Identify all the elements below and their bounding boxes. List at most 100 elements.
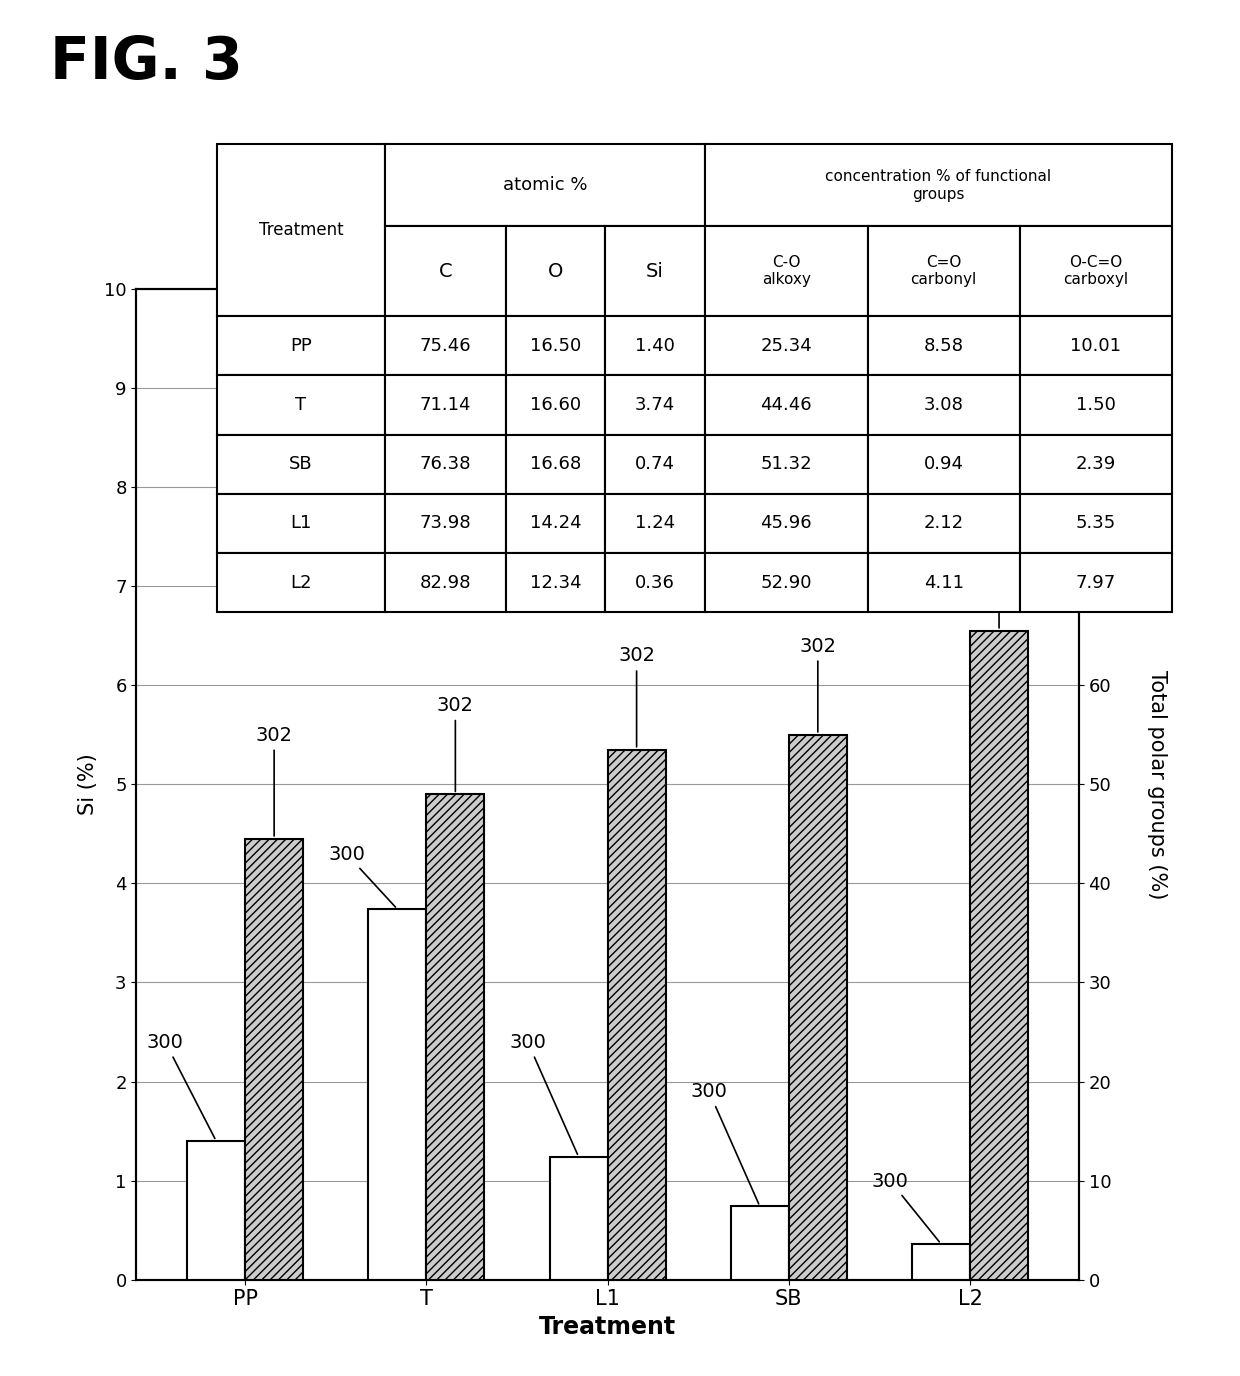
Bar bbox=[384, 316, 506, 376]
Text: 300: 300 bbox=[872, 1171, 940, 1243]
Y-axis label: Total polar groups (%): Total polar groups (%) bbox=[1147, 670, 1167, 899]
Bar bbox=[368, 910, 427, 1280]
Text: 45.96: 45.96 bbox=[760, 515, 812, 533]
Bar bbox=[384, 226, 506, 316]
Text: 302: 302 bbox=[618, 647, 655, 747]
Bar bbox=[506, 553, 605, 612]
Bar bbox=[427, 794, 485, 1280]
Text: 5.35: 5.35 bbox=[1075, 515, 1116, 533]
Text: 0.94: 0.94 bbox=[924, 455, 963, 473]
Bar bbox=[605, 435, 704, 494]
Text: C: C bbox=[439, 261, 453, 281]
Bar bbox=[868, 435, 1019, 494]
Bar bbox=[704, 553, 868, 612]
Bar bbox=[704, 494, 868, 553]
Bar bbox=[217, 553, 384, 612]
Bar bbox=[1019, 435, 1172, 494]
Bar bbox=[608, 750, 666, 1280]
Text: 302: 302 bbox=[255, 725, 293, 837]
Bar bbox=[384, 144, 704, 226]
Bar bbox=[217, 435, 384, 494]
Text: FIG. 3: FIG. 3 bbox=[50, 34, 242, 91]
Text: 2.12: 2.12 bbox=[924, 515, 963, 533]
Y-axis label: Si (%): Si (%) bbox=[78, 754, 98, 815]
Bar bbox=[704, 316, 868, 376]
Bar bbox=[384, 376, 506, 435]
Bar bbox=[217, 144, 384, 316]
Bar bbox=[506, 376, 605, 435]
Text: concentration % of functional
groups: concentration % of functional groups bbox=[826, 169, 1052, 201]
Bar bbox=[868, 226, 1019, 316]
Bar bbox=[246, 839, 303, 1280]
Bar bbox=[506, 316, 605, 376]
Bar bbox=[1019, 226, 1172, 316]
Text: 300: 300 bbox=[510, 1033, 578, 1154]
Bar bbox=[789, 735, 847, 1280]
Bar bbox=[704, 435, 868, 494]
Text: 2.39: 2.39 bbox=[1075, 455, 1116, 473]
Text: 0.74: 0.74 bbox=[635, 455, 675, 473]
Bar bbox=[913, 1244, 970, 1280]
Bar bbox=[605, 494, 704, 553]
Bar bbox=[605, 316, 704, 376]
Text: 76.38: 76.38 bbox=[419, 455, 471, 473]
Bar bbox=[384, 494, 506, 553]
Text: T: T bbox=[295, 396, 306, 414]
Bar bbox=[704, 226, 868, 316]
Text: 300: 300 bbox=[148, 1033, 215, 1138]
Text: 302: 302 bbox=[800, 637, 836, 732]
Text: C=O
carbonyl: C=O carbonyl bbox=[910, 255, 977, 288]
Text: 302: 302 bbox=[981, 548, 1018, 627]
Text: 75.46: 75.46 bbox=[419, 337, 471, 355]
Text: 10.01: 10.01 bbox=[1070, 337, 1121, 355]
Text: PP: PP bbox=[290, 337, 311, 355]
Text: 16.50: 16.50 bbox=[529, 337, 582, 355]
Text: Si: Si bbox=[646, 261, 663, 281]
Text: 4.11: 4.11 bbox=[924, 574, 963, 592]
Text: L2: L2 bbox=[290, 574, 311, 592]
Text: 7.97: 7.97 bbox=[1075, 574, 1116, 592]
Text: 0.36: 0.36 bbox=[635, 574, 675, 592]
Text: 25.34: 25.34 bbox=[760, 337, 812, 355]
Bar bbox=[1019, 553, 1172, 612]
Text: 300: 300 bbox=[691, 1083, 759, 1204]
Bar bbox=[605, 553, 704, 612]
Bar bbox=[605, 226, 704, 316]
Text: 300: 300 bbox=[329, 845, 396, 907]
Text: Treatment: Treatment bbox=[259, 222, 343, 239]
Text: 12.34: 12.34 bbox=[529, 574, 582, 592]
Text: SB: SB bbox=[289, 455, 312, 473]
Bar bbox=[704, 144, 1172, 226]
Text: 3.08: 3.08 bbox=[924, 396, 963, 414]
Bar bbox=[384, 553, 506, 612]
Text: 3.74: 3.74 bbox=[635, 396, 675, 414]
Bar bbox=[187, 1141, 246, 1280]
Text: 8.58: 8.58 bbox=[924, 337, 963, 355]
Bar bbox=[704, 376, 868, 435]
Bar bbox=[868, 316, 1019, 376]
Bar bbox=[868, 376, 1019, 435]
Text: L1: L1 bbox=[290, 515, 311, 533]
Text: 52.90: 52.90 bbox=[760, 574, 812, 592]
Text: 302: 302 bbox=[436, 696, 474, 791]
Bar bbox=[217, 316, 384, 376]
Text: 71.14: 71.14 bbox=[419, 396, 471, 414]
Bar bbox=[970, 630, 1028, 1280]
Text: 1.40: 1.40 bbox=[635, 337, 675, 355]
Bar bbox=[605, 376, 704, 435]
Text: 73.98: 73.98 bbox=[419, 515, 471, 533]
Bar bbox=[1019, 494, 1172, 553]
X-axis label: Treatment: Treatment bbox=[539, 1315, 676, 1339]
Bar bbox=[506, 494, 605, 553]
Bar bbox=[1019, 316, 1172, 376]
Text: 82.98: 82.98 bbox=[419, 574, 471, 592]
Bar bbox=[730, 1207, 789, 1280]
Text: 1.24: 1.24 bbox=[635, 515, 675, 533]
Bar bbox=[506, 435, 605, 494]
Bar bbox=[506, 226, 605, 316]
Text: 14.24: 14.24 bbox=[529, 515, 582, 533]
Bar bbox=[217, 376, 384, 435]
Text: 44.46: 44.46 bbox=[760, 396, 812, 414]
Text: O-C=O
carboxyl: O-C=O carboxyl bbox=[1063, 255, 1128, 288]
Text: O: O bbox=[548, 261, 563, 281]
